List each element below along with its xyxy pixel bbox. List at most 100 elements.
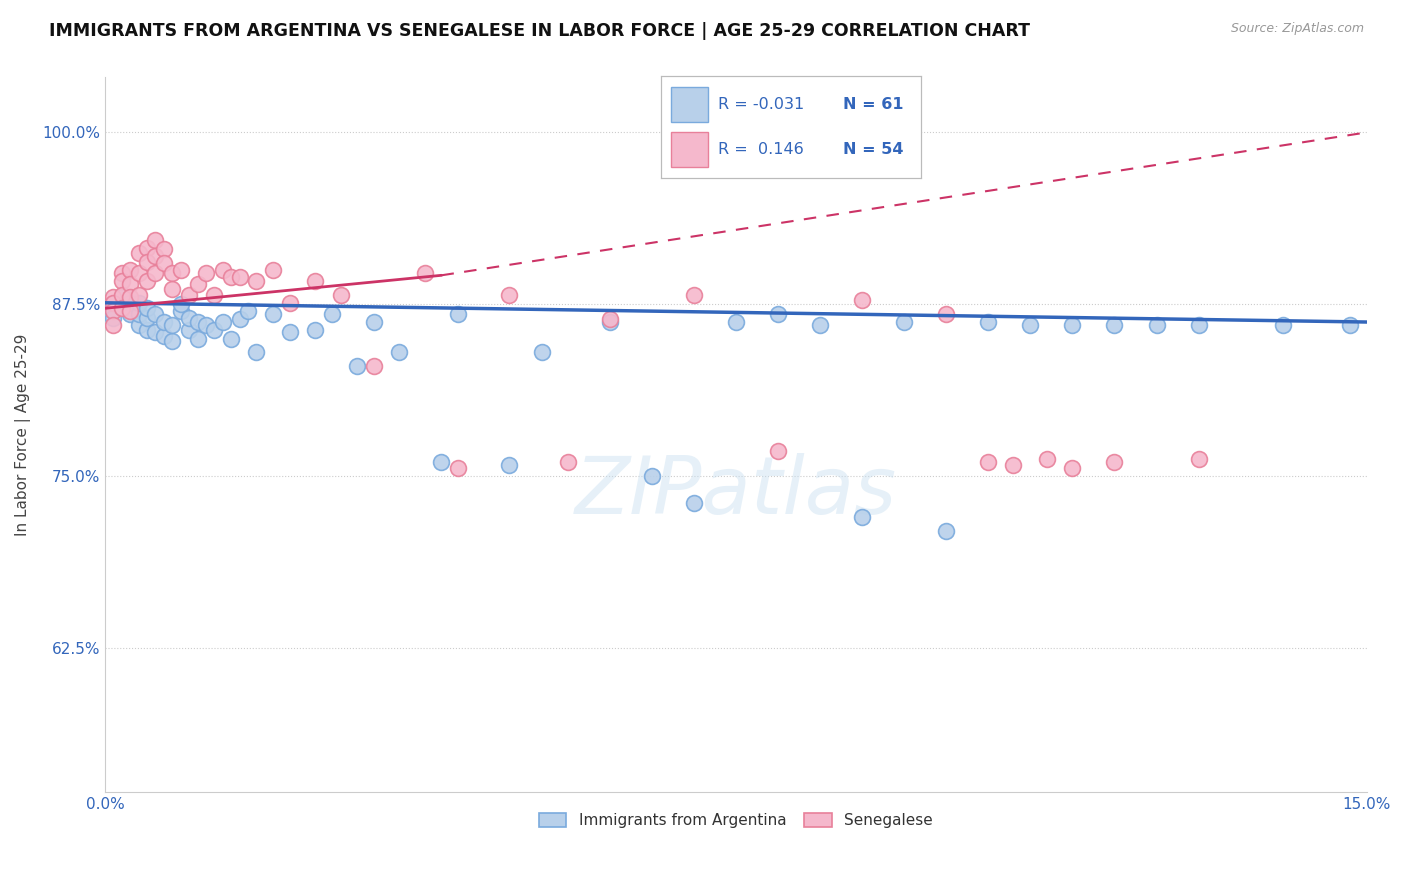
Point [430,455,453,469]
Point [1104,318,1126,332]
Point [162,282,184,296]
Point [153,256,176,270]
Point [145,307,167,321]
Point [599,315,621,329]
Point [120,304,142,318]
Text: ZIPatlas: ZIPatlas [575,453,897,531]
Point [103,310,125,325]
Text: N = 54: N = 54 [844,142,904,157]
Point [111,297,134,311]
Point [245,274,267,288]
Point [194,266,217,280]
Point [388,345,411,359]
Point [162,266,184,280]
Point [228,312,250,326]
Point [202,323,225,337]
Point [103,297,125,311]
Point [304,323,326,337]
Point [136,301,159,316]
Point [262,307,284,321]
Point [202,287,225,301]
Point [211,262,233,277]
Point [766,444,789,458]
Point [236,304,259,318]
Text: IMMIGRANTS FROM ARGENTINA VS SENEGALESE IN LABOR FORCE | AGE 25-29 CORRELATION C: IMMIGRANTS FROM ARGENTINA VS SENEGALESE … [49,22,1031,40]
Point [186,332,208,346]
Point [498,287,520,301]
Point [177,323,200,337]
Point [153,242,176,256]
Point [103,304,125,318]
Point [682,496,704,510]
Point [808,318,831,332]
Point [162,318,184,332]
Point [211,315,233,329]
Point [329,287,352,301]
Text: Source: ZipAtlas.com: Source: ZipAtlas.com [1230,22,1364,36]
Point [111,287,134,301]
Point [177,310,200,325]
Point [162,334,184,349]
Point [219,269,242,284]
Point [153,315,176,329]
Point [1062,318,1084,332]
Point [145,249,167,263]
Point [321,307,343,321]
Point [111,266,134,280]
Point [278,325,301,339]
Bar [671,132,707,167]
Point [136,274,159,288]
Point [145,233,167,247]
Point [851,293,873,307]
Point [498,458,520,472]
Point [363,359,385,373]
Point [103,290,125,304]
Point [346,359,368,373]
Point [128,287,150,301]
Point [136,241,159,255]
Point [120,307,142,321]
Point [136,310,159,325]
Point [262,262,284,277]
Point [977,315,1000,329]
Point [170,304,193,318]
Point [170,297,193,311]
Point [599,312,621,326]
Point [1019,318,1042,332]
Point [641,469,664,483]
Point [447,307,470,321]
Point [935,307,957,321]
Point [145,266,167,280]
Point [186,315,208,329]
Point [1339,318,1361,332]
Point [136,323,159,337]
Point [278,295,301,310]
Point [724,315,747,329]
Legend: Immigrants from Argentina, Senegalese: Immigrants from Argentina, Senegalese [533,807,939,834]
Point [128,266,150,280]
Text: N = 61: N = 61 [844,97,904,112]
Point [111,274,134,288]
Point [120,262,142,277]
Point [1002,458,1025,472]
Point [128,307,150,321]
Point [111,290,134,304]
Point [128,318,150,332]
Point [363,315,385,329]
Point [120,295,142,310]
Point [893,315,915,329]
Point [177,287,200,301]
Point [219,332,242,346]
Point [447,460,470,475]
Point [1187,452,1209,467]
Point [1036,452,1059,467]
Point [1146,318,1168,332]
Point [682,287,704,301]
Point [1104,455,1126,469]
Point [977,455,1000,469]
Point [120,301,142,316]
Point [170,262,193,277]
Point [120,277,142,291]
Point [1187,318,1209,332]
Point [153,328,176,343]
